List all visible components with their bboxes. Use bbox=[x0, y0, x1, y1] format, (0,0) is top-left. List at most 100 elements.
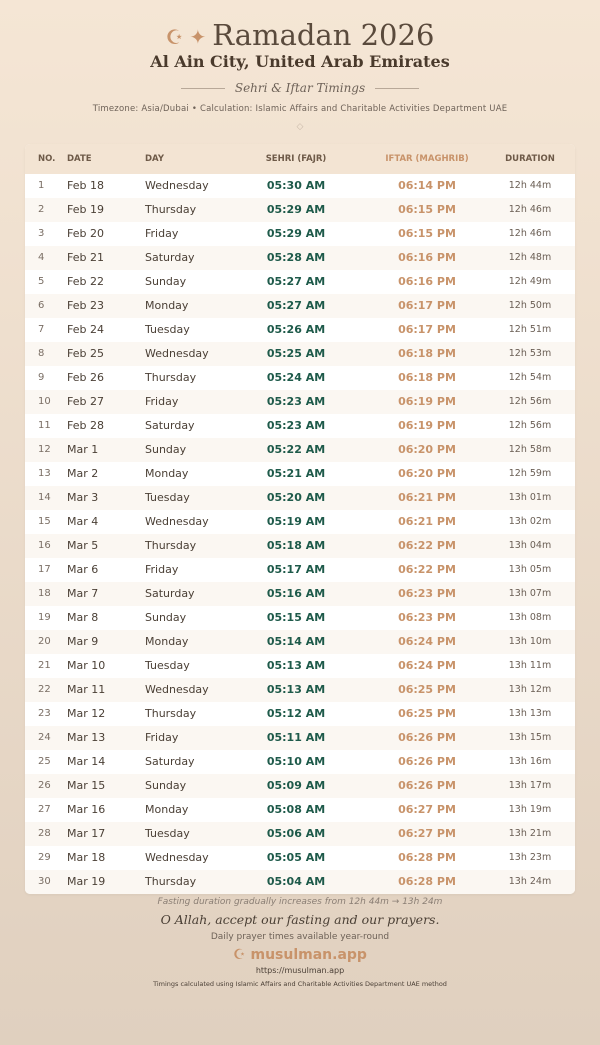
row-sehri: 05:13 AM bbox=[266, 683, 326, 696]
row-day: Friday bbox=[145, 395, 179, 408]
row-day: Wednesday bbox=[145, 851, 209, 864]
row-iftar: 06:17 PM bbox=[398, 299, 456, 312]
row-duration: 13h 13m bbox=[508, 708, 552, 719]
row-no: 11 bbox=[38, 420, 51, 431]
row-date: Mar 2 bbox=[67, 467, 99, 480]
row-date: Feb 21 bbox=[67, 251, 104, 264]
table-row: 20 Mar 9 Monday 05:14 AM 06:24 PM 13h 10m bbox=[25, 630, 575, 654]
row-date: Feb 18 bbox=[67, 179, 104, 192]
row-no: 7 bbox=[38, 324, 45, 335]
col-duration: DURATION bbox=[505, 154, 555, 164]
subtitle: Sehri & Iftar Timings bbox=[0, 80, 600, 96]
row-date: Mar 9 bbox=[67, 635, 99, 648]
table-row: 12 Mar 1 Sunday 05:22 AM 06:20 PM 12h 58m bbox=[25, 438, 575, 462]
row-day: Saturday bbox=[145, 755, 195, 768]
row-iftar: 06:28 PM bbox=[398, 851, 456, 864]
city-name: Al Ain City, United Arab Emirates bbox=[150, 52, 450, 71]
table-row: 30 Mar 19 Thursday 05:04 AM 06:28 PM 13h 24m bbox=[25, 870, 575, 894]
row-date: Mar 10 bbox=[67, 659, 106, 672]
table-row: 8 Feb 25 Wednesday 05:25 AM 06:18 PM 12h 53m bbox=[25, 342, 575, 366]
row-no: 12 bbox=[38, 444, 51, 455]
table-row: 7 Feb 24 Tuesday 05:26 AM 06:17 PM 12h 51m bbox=[25, 318, 575, 342]
row-day: Monday bbox=[145, 467, 189, 480]
row-no: 21 bbox=[38, 660, 51, 671]
row-sehri: 05:29 AM bbox=[266, 227, 326, 240]
row-date: Feb 24 bbox=[67, 323, 104, 336]
row-duration: 12h 56m bbox=[508, 396, 552, 407]
table-row: 3 Feb 20 Friday 05:29 AM 06:15 PM 12h 46m bbox=[25, 222, 575, 246]
row-duration: 13h 07m bbox=[508, 588, 552, 599]
row-duration: 13h 11m bbox=[508, 660, 552, 671]
table-row: 25 Mar 14 Saturday 05:10 AM 06:26 PM 13h 16m bbox=[25, 750, 575, 774]
row-no: 17 bbox=[38, 564, 51, 575]
row-day: Tuesday bbox=[145, 827, 190, 840]
row-iftar: 06:18 PM bbox=[398, 371, 456, 384]
row-iftar: 06:24 PM bbox=[398, 635, 456, 648]
crescent-icon: ☪ bbox=[233, 947, 246, 963]
row-sehri: 05:13 AM bbox=[266, 659, 326, 672]
diamond-icon: ◇ bbox=[296, 122, 304, 132]
table-row: 4 Feb 21 Saturday 05:28 AM 06:16 PM 12h 48m bbox=[25, 246, 575, 270]
row-sehri: 05:08 AM bbox=[266, 803, 326, 816]
row-no: 10 bbox=[38, 396, 51, 407]
row-iftar: 06:25 PM bbox=[398, 707, 456, 720]
row-sehri: 05:18 AM bbox=[266, 539, 326, 552]
row-sehri: 05:09 AM bbox=[266, 779, 326, 792]
row-duration: 13h 01m bbox=[508, 492, 552, 503]
row-iftar: 06:25 PM bbox=[398, 683, 456, 696]
row-sehri: 05:27 AM bbox=[266, 299, 326, 312]
row-iftar: 06:15 PM bbox=[398, 203, 456, 216]
row-sehri: 05:16 AM bbox=[266, 587, 326, 600]
row-no: 1 bbox=[38, 180, 45, 191]
row-sehri: 05:05 AM bbox=[266, 851, 326, 864]
timings-table: NO. DATE DAY SEHRI (FAJR) IFTAR (MAGHRIB… bbox=[25, 144, 575, 894]
row-sehri: 05:28 AM bbox=[266, 251, 326, 264]
row-day: Thursday bbox=[145, 707, 197, 720]
row-sehri: 05:29 AM bbox=[266, 203, 326, 216]
table-row: 5 Feb 22 Sunday 05:27 AM 06:16 PM 12h 49m bbox=[25, 270, 575, 294]
row-iftar: 06:23 PM bbox=[398, 611, 456, 624]
table-row: 11 Feb 28 Saturday 05:23 AM 06:19 PM 12h 56m bbox=[25, 414, 575, 438]
table-header: NO. DATE DAY SEHRI (FAJR) IFTAR (MAGHRIB… bbox=[25, 144, 575, 174]
row-iftar: 06:24 PM bbox=[398, 659, 456, 672]
row-no: 16 bbox=[38, 540, 51, 551]
brand-name: musulman.app bbox=[250, 947, 367, 963]
row-no: 14 bbox=[38, 492, 51, 503]
row-no: 22 bbox=[38, 684, 51, 695]
row-sehri: 05:30 AM bbox=[266, 179, 326, 192]
row-duration: 13h 21m bbox=[508, 828, 552, 839]
row-no: 9 bbox=[38, 372, 45, 383]
col-date: DATE bbox=[67, 154, 92, 164]
row-day: Tuesday bbox=[145, 323, 190, 336]
row-no: 24 bbox=[38, 732, 51, 743]
row-day: Saturday bbox=[145, 251, 195, 264]
row-iftar: 06:18 PM bbox=[398, 347, 456, 360]
row-sehri: 05:25 AM bbox=[266, 347, 326, 360]
table-row: 2 Feb 19 Thursday 05:29 AM 06:15 PM 12h 46m bbox=[25, 198, 575, 222]
row-day: Sunday bbox=[145, 779, 187, 792]
col-day: DAY bbox=[145, 154, 164, 164]
table-row: 21 Mar 10 Tuesday 05:13 AM 06:24 PM 13h 11m bbox=[25, 654, 575, 678]
title-text: Ramadan 2026 bbox=[212, 18, 435, 52]
row-iftar: 06:26 PM bbox=[398, 755, 456, 768]
row-date: Feb 23 bbox=[67, 299, 104, 312]
row-day: Thursday bbox=[145, 539, 197, 552]
row-iftar: 06:15 PM bbox=[398, 227, 456, 240]
table-row: 1 Feb 18 Wednesday 05:30 AM 06:14 PM 12h 44m bbox=[25, 174, 575, 198]
dua: O Allah, accept our fasting and our pray… bbox=[160, 912, 440, 927]
row-duration: 12h 54m bbox=[508, 372, 552, 383]
row-day: Thursday bbox=[145, 371, 197, 384]
row-no: 28 bbox=[38, 828, 51, 839]
row-sehri: 05:10 AM bbox=[266, 755, 326, 768]
row-iftar: 06:26 PM bbox=[398, 731, 456, 744]
row-day: Wednesday bbox=[145, 515, 209, 528]
row-no: 4 bbox=[38, 252, 45, 263]
table-row: 17 Mar 6 Friday 05:17 AM 06:22 PM 13h 05m bbox=[25, 558, 575, 582]
brand-url[interactable]: https://musulman.app bbox=[255, 966, 345, 975]
row-duration: 13h 19m bbox=[508, 804, 552, 815]
divider bbox=[375, 88, 420, 89]
row-iftar: 06:17 PM bbox=[398, 323, 456, 336]
row-duration: 13h 24m bbox=[508, 876, 552, 887]
row-date: Mar 14 bbox=[67, 755, 106, 768]
duration-note: Fasting duration gradually increases fro… bbox=[157, 897, 443, 907]
